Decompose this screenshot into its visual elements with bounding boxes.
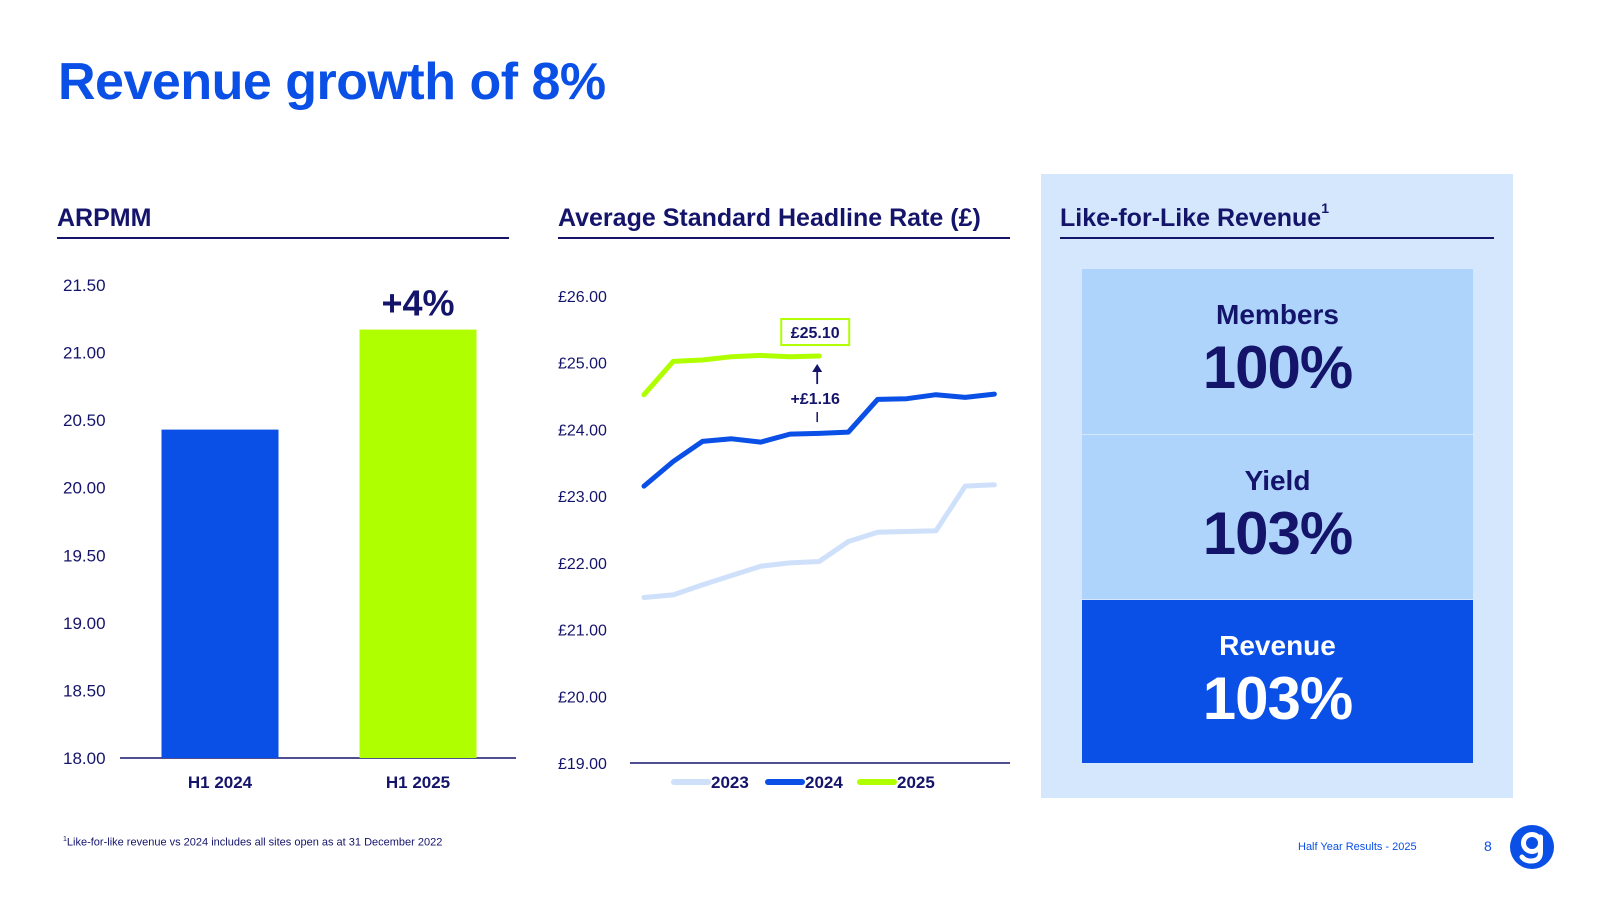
lfl-heading: Like-for-Like Revenue1 [1060,200,1494,239]
legend-label: 2024 [805,773,843,792]
y-tick-label: 21.00 [63,344,106,363]
footnote-text: Like-for-like revenue vs 2024 includes a… [66,836,443,849]
y-tick-label: £19.00 [558,756,607,773]
bar [161,429,279,758]
lfl-card-label: Members [1216,299,1339,330]
lfl-card-label: Yield [1244,465,1311,496]
lfl-heading-sup: 1 [1321,200,1329,216]
callout-box [780,318,851,347]
y-tick-label: £26.00 [558,289,607,306]
footnote: 1Like-for-like revenue vs 2024 includes … [63,836,442,849]
callout-arrow-head [812,364,823,373]
arpmm-bar-chart: 21.50 21.00 20.50 20.00 19.50 19.00 18.50 18.00… [63,276,516,792]
callout-delta-label: +£1.16 [791,391,840,408]
lfl-panel: Like-for-Like Revenue1 Members 100% Yiel… [1041,174,1513,798]
y-tick-label: 19.50 [63,546,106,565]
y-tick-label: 18.00 [63,749,106,768]
series-line-2025 [641,352,822,398]
growth-annotation: +4% [381,283,454,324]
lfl-card-yield: Yield 103% [1082,435,1473,599]
y-tick-label: £20.00 [558,689,607,706]
y-tick-label: £25.00 [558,356,607,373]
y-tick-label: £24.00 [558,422,607,439]
arpmm-heading: ARPMM [57,204,509,239]
rate-heading: Average Standard Headline Rate (£) [558,204,1010,239]
x-tick-label: H1 2025 [386,773,450,792]
y-tick-label: £22.00 [558,556,607,573]
series-line-2024 [641,391,997,489]
g-logo-icon [1510,825,1554,869]
lfl-heading-text: Like-for-Like Revenue [1060,204,1322,232]
arpmm-heading-text: ARPMM [57,204,152,232]
legend-label: 2025 [897,773,935,792]
y-tick-label: £23.00 [558,489,607,506]
lfl-card-value: 103% [1202,500,1353,567]
y-tick-label: 19.00 [63,614,106,633]
footer-text: Half Year Results - 2025 [1298,841,1417,853]
y-tick-label: 20.50 [63,411,106,430]
x-tick-label: H1 2024 [188,773,253,792]
y-tick-label: 21.50 [63,276,106,295]
page-number: 8 [1484,838,1492,854]
callout-value-label: £25.10 [791,325,840,342]
footnote-sup: 1 [63,836,67,843]
lfl-card-value: 100% [1202,334,1353,401]
bar [359,329,477,758]
series-line-2023 [641,482,997,600]
lfl-card-label: Revenue [1219,630,1336,661]
page-title: Revenue growth of 8% [58,53,606,111]
legend-label: 2023 [711,773,749,792]
rate-heading-text: Average Standard Headline Rate (£) [558,204,981,232]
y-tick-label: £21.00 [558,623,607,640]
lfl-card-revenue: Revenue 103% [1082,600,1473,763]
y-tick-label: 20.00 [63,479,106,498]
lfl-card-value: 103% [1202,665,1353,732]
y-tick-label: 18.50 [63,681,106,700]
rate-line-chart: £26.00 £25.00 £24.00 £23.00 £22.00 £21.00 £20.… [558,289,1010,792]
lfl-card-members: Members 100% [1082,269,1473,434]
